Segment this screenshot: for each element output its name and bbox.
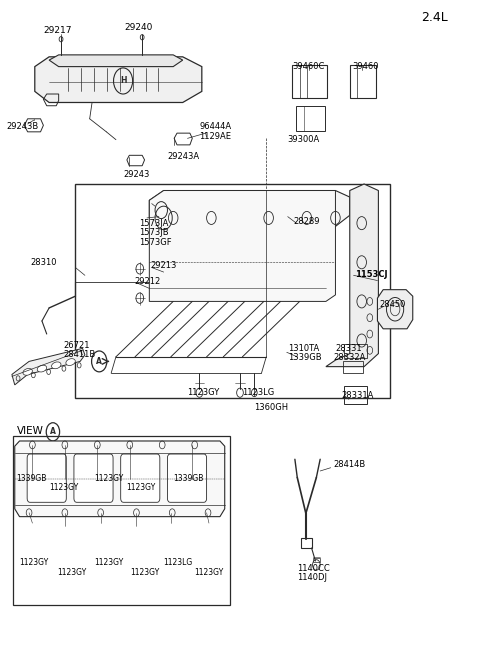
Text: 29243A: 29243A: [168, 152, 200, 161]
Text: 1123LG: 1123LG: [242, 388, 275, 397]
FancyBboxPatch shape: [120, 454, 160, 502]
Text: 1573GF: 1573GF: [139, 238, 171, 247]
Text: 28414B: 28414B: [333, 460, 365, 469]
Text: 1123GY: 1123GY: [95, 474, 124, 483]
Ellipse shape: [66, 359, 75, 365]
Polygon shape: [149, 191, 350, 227]
Text: 28331A: 28331A: [341, 392, 373, 400]
Text: 29243B: 29243B: [6, 122, 38, 131]
Text: 39460: 39460: [353, 62, 379, 71]
Bar: [296, 105, 325, 130]
Text: 1339GB: 1339GB: [16, 474, 46, 483]
Text: 1140DJ: 1140DJ: [297, 574, 327, 582]
Polygon shape: [326, 184, 378, 367]
Bar: [301, 538, 312, 548]
Text: 1123LG: 1123LG: [164, 558, 193, 567]
Text: 1123GY: 1123GY: [195, 568, 224, 576]
FancyBboxPatch shape: [74, 454, 113, 502]
Text: VIEW: VIEW: [17, 426, 44, 436]
Text: 28310: 28310: [30, 258, 57, 267]
Text: 29240: 29240: [124, 23, 153, 32]
Bar: [292, 66, 327, 98]
Bar: [312, 558, 320, 562]
FancyBboxPatch shape: [27, 454, 66, 502]
Bar: [343, 362, 363, 373]
Text: 1123GY: 1123GY: [58, 568, 87, 576]
Text: 29217: 29217: [43, 26, 72, 35]
Text: 29212: 29212: [134, 277, 160, 286]
Text: 39300A: 39300A: [288, 135, 320, 144]
Text: 1123GY: 1123GY: [49, 483, 78, 492]
Text: 1573JA: 1573JA: [139, 219, 168, 228]
Text: 1123GY: 1123GY: [95, 558, 124, 567]
Ellipse shape: [37, 365, 47, 372]
Text: 1123GY: 1123GY: [188, 388, 220, 397]
Polygon shape: [149, 191, 336, 301]
Text: 39460C: 39460C: [292, 62, 325, 71]
Text: 96444A: 96444A: [199, 122, 231, 131]
Text: 26721: 26721: [63, 341, 90, 350]
Text: 1339GB: 1339GB: [288, 353, 321, 362]
Text: 1360GH: 1360GH: [254, 403, 288, 411]
Text: 1123GY: 1123GY: [130, 568, 159, 576]
Bar: [75, 184, 390, 398]
Polygon shape: [377, 290, 413, 329]
Text: 1140CC: 1140CC: [297, 565, 330, 573]
Ellipse shape: [51, 362, 61, 369]
Text: 28450: 28450: [379, 300, 406, 309]
Bar: [350, 66, 376, 98]
Text: 1310TA: 1310TA: [288, 344, 319, 353]
Text: H: H: [120, 77, 126, 85]
Text: 28411B: 28411B: [63, 350, 96, 360]
Bar: [344, 386, 367, 404]
Text: 1129AE: 1129AE: [199, 132, 231, 141]
Text: 28289: 28289: [293, 217, 320, 227]
Text: 28331: 28331: [336, 344, 362, 353]
Text: 1573JB: 1573JB: [139, 229, 168, 237]
Ellipse shape: [23, 369, 32, 375]
Text: 1123GY: 1123GY: [126, 483, 156, 492]
Text: A: A: [96, 357, 102, 366]
Text: 28332A: 28332A: [333, 353, 365, 362]
Polygon shape: [15, 441, 225, 517]
Bar: [13, 436, 230, 605]
Text: 29243: 29243: [123, 170, 149, 179]
Polygon shape: [35, 57, 202, 102]
Text: 1339GB: 1339GB: [173, 474, 204, 483]
Text: 29213: 29213: [150, 261, 177, 270]
Text: 1153CJ: 1153CJ: [356, 269, 388, 278]
Polygon shape: [49, 55, 183, 67]
Polygon shape: [12, 348, 85, 385]
Text: 2.4L: 2.4L: [421, 11, 448, 24]
FancyBboxPatch shape: [168, 454, 206, 502]
Text: 1123GY: 1123GY: [20, 558, 49, 567]
Text: A: A: [50, 427, 56, 436]
Bar: [344, 344, 367, 358]
